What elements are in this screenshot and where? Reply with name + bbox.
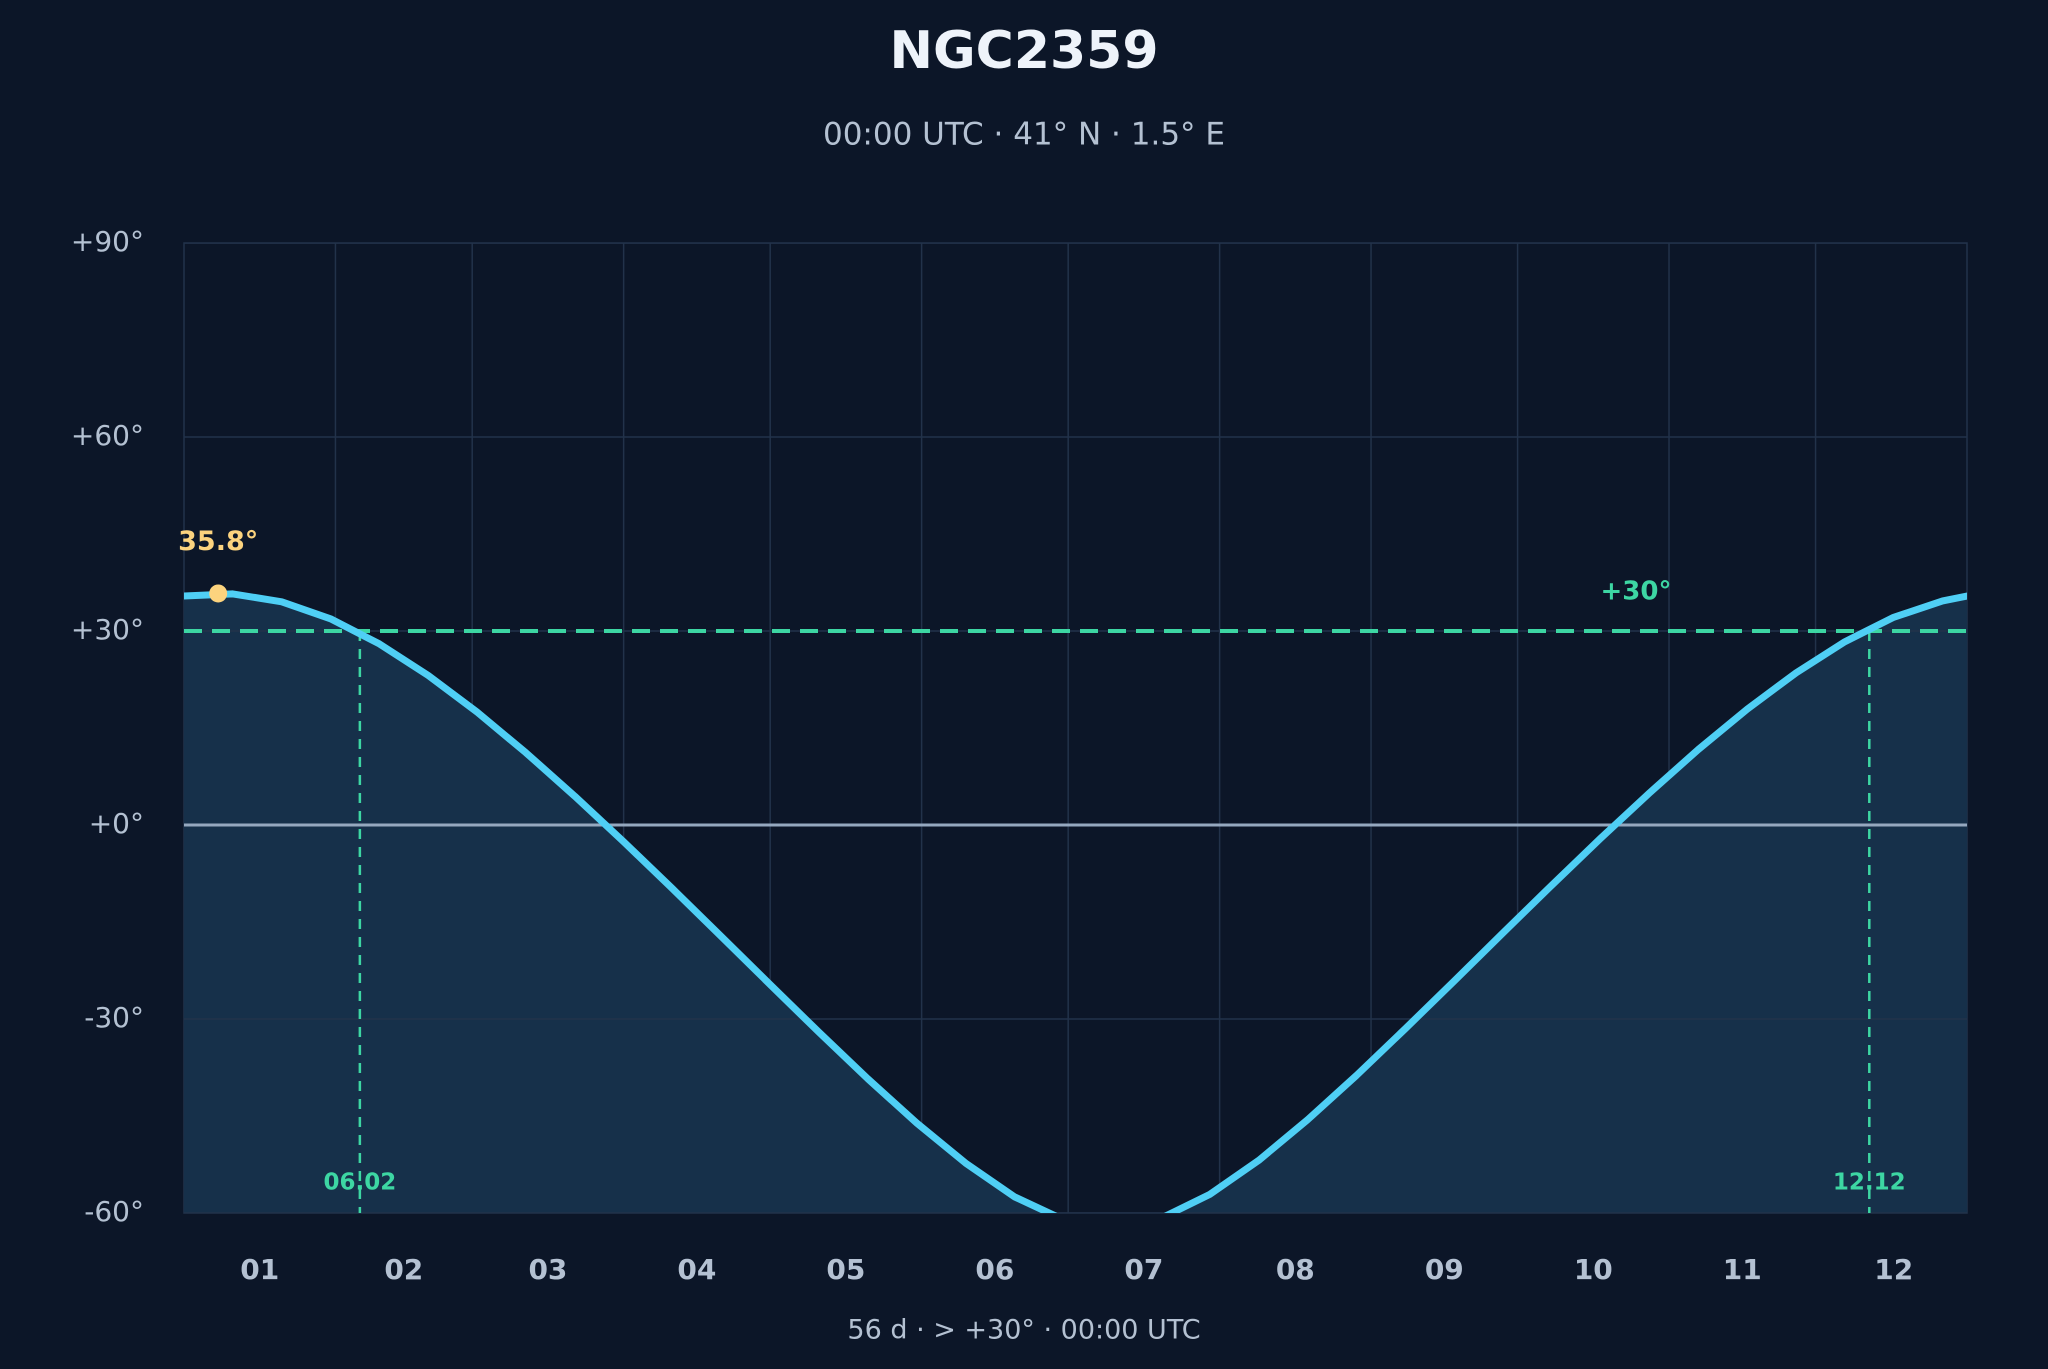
x-tick-label: 11 [1723,1253,1762,1286]
y-tick-label: +30° [71,613,144,646]
x-tick-label: 04 [677,1253,716,1286]
footer: 56 d · > +30° · 00:00 UTC [847,1315,1200,1346]
x-tick-label: 01 [240,1253,279,1286]
threshold-label: +30° [1601,577,1672,607]
chart-title: NGC2359 [889,21,1158,81]
plot-layer [184,243,1967,1213]
x-tick-label: 02 [384,1253,423,1286]
y-tick-label: -30° [84,1001,144,1034]
x-tick-label: 08 [1276,1253,1315,1286]
x-tick-label: 09 [1425,1253,1464,1286]
x-tick-label: 06 [975,1253,1014,1286]
crossing-label: 06.02 [323,1170,396,1196]
chart-subtitle: 00:00 UTC · 41° N · 1.5° E [823,117,1225,153]
x-tick-label: 05 [826,1253,865,1286]
y-tick-label: -60° [84,1195,144,1228]
peak-label: 35.8° [178,526,258,557]
x-tick-label: 07 [1124,1253,1163,1286]
x-tick-label: 03 [528,1253,567,1286]
line [184,590,1967,1213]
crossing-label: 12.12 [1833,1170,1906,1196]
area [184,593,1967,1213]
y-tick-label: +90° [71,225,144,258]
x-tick-label: 10 [1574,1253,1613,1286]
peak-marker [209,584,228,603]
y-tick-label: +0° [89,807,144,840]
y-tick-label: +60° [71,419,144,452]
x-tick-label: 12 [1874,1253,1913,1286]
